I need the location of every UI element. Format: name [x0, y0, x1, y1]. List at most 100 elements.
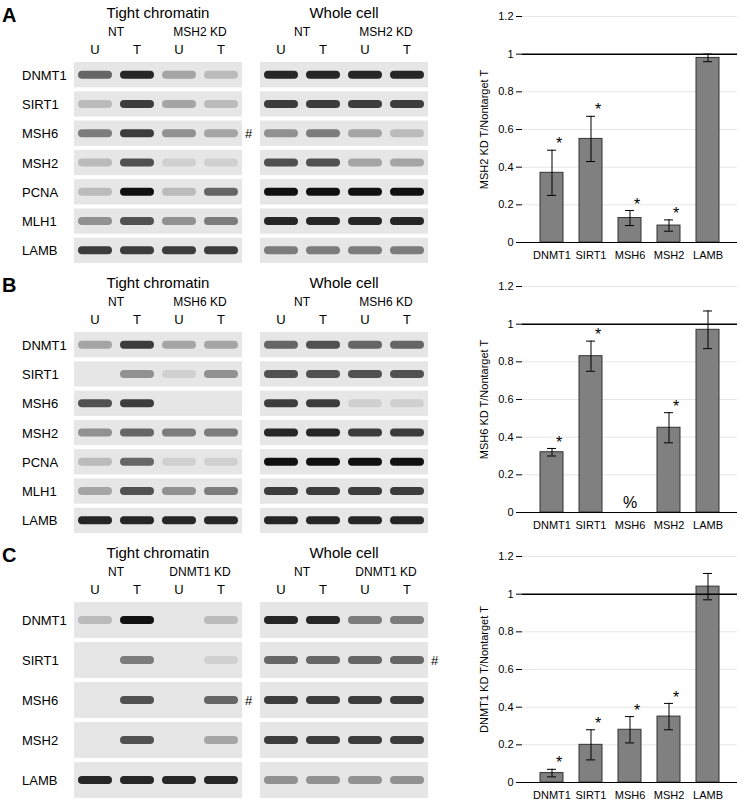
svg-text:SIRT1: SIRT1	[22, 367, 59, 382]
svg-text:MSH6 KD: MSH6 KD	[173, 295, 227, 309]
svg-text:*: *	[595, 715, 601, 732]
svg-text:*: *	[673, 689, 679, 706]
svg-text:LAMB: LAMB	[693, 519, 723, 531]
svg-text:T: T	[133, 42, 141, 57]
svg-text:LAMB: LAMB	[22, 513, 57, 528]
svg-text:U: U	[90, 582, 99, 597]
svg-text:NT: NT	[294, 25, 311, 39]
svg-text:0.8: 0.8	[498, 85, 513, 97]
svg-text:MSH2: MSH2	[22, 733, 58, 748]
svg-text:SIRT1: SIRT1	[22, 653, 59, 668]
svg-text:T: T	[403, 582, 411, 597]
svg-text:Tight chromatin: Tight chromatin	[107, 274, 210, 291]
svg-text:T: T	[217, 312, 225, 327]
svg-text:#: #	[245, 693, 253, 708]
svg-text:0.8: 0.8	[498, 625, 513, 637]
svg-text:DNMT1: DNMT1	[22, 68, 67, 83]
svg-text:*: *	[556, 135, 562, 152]
svg-text:0.4: 0.4	[498, 431, 513, 443]
svg-text:MSH2: MSH2	[654, 519, 685, 531]
svg-text:0.2: 0.2	[498, 738, 513, 750]
svg-text:T: T	[217, 42, 225, 57]
svg-text:U: U	[360, 42, 369, 57]
svg-text:U: U	[174, 312, 183, 327]
svg-text:PCNA: PCNA	[22, 185, 58, 200]
svg-text:#: #	[245, 126, 253, 141]
svg-text:DNMT1: DNMT1	[533, 789, 571, 801]
svg-text:DNMT1: DNMT1	[22, 613, 67, 628]
svg-text:DNMT1: DNMT1	[22, 338, 67, 353]
svg-text:MSH2 KD: MSH2 KD	[173, 25, 227, 39]
svg-text:LAMB: LAMB	[693, 249, 723, 261]
svg-text:MSH6: MSH6	[22, 693, 58, 708]
svg-text:Whole cell: Whole cell	[309, 4, 378, 21]
svg-text:0.6: 0.6	[498, 393, 513, 405]
svg-text:MSH6: MSH6	[22, 126, 58, 141]
svg-text:*: *	[673, 205, 679, 222]
svg-text:1.2: 1.2	[498, 10, 513, 22]
svg-text:U: U	[90, 312, 99, 327]
svg-text:Whole cell: Whole cell	[309, 274, 378, 291]
svg-text:SIRT1: SIRT1	[576, 789, 607, 801]
svg-text:0.2: 0.2	[498, 198, 513, 210]
svg-text:0.6: 0.6	[498, 663, 513, 675]
svg-text:SIRT1: SIRT1	[22, 97, 59, 112]
svg-text:0.2: 0.2	[498, 468, 513, 480]
svg-text:T: T	[319, 582, 327, 597]
svg-text:MSH6: MSH6	[615, 519, 646, 531]
svg-text:MSH2: MSH2	[22, 426, 58, 441]
svg-text:*: *	[673, 398, 679, 415]
svg-text:U: U	[174, 42, 183, 57]
svg-text:*: *	[556, 434, 562, 451]
svg-text:0: 0	[507, 236, 513, 248]
svg-text:LAMB: LAMB	[22, 773, 57, 788]
svg-text:*: *	[556, 754, 562, 771]
svg-text:DNMT1 KD: DNMT1 KD	[355, 565, 417, 579]
svg-text:%: %	[623, 494, 637, 511]
svg-text:MSH6: MSH6	[22, 396, 58, 411]
svg-text:U: U	[360, 312, 369, 327]
svg-text:1: 1	[507, 318, 513, 330]
svg-text:DNMT1: DNMT1	[533, 519, 571, 531]
svg-text:SIRT1: SIRT1	[576, 249, 607, 261]
svg-text:*: *	[595, 101, 601, 118]
svg-text:DNMT1 KD T/Nontarget T: DNMT1 KD T/Nontarget T	[478, 606, 490, 733]
svg-text:U: U	[276, 312, 285, 327]
svg-text:LAMB: LAMB	[22, 243, 57, 258]
svg-text:LAMB: LAMB	[693, 789, 723, 801]
svg-text:U: U	[174, 582, 183, 597]
svg-text:T: T	[319, 42, 327, 57]
svg-text:MLH1: MLH1	[22, 214, 57, 229]
svg-text:MSH2: MSH2	[22, 156, 58, 171]
svg-text:SIRT1: SIRT1	[576, 519, 607, 531]
svg-text:MSH6: MSH6	[615, 789, 646, 801]
svg-text:PCNA: PCNA	[22, 455, 58, 470]
svg-text:T: T	[319, 312, 327, 327]
svg-text:MSH2 KD: MSH2 KD	[359, 25, 413, 39]
svg-text:NT: NT	[108, 25, 125, 39]
svg-text:0.8: 0.8	[498, 355, 513, 367]
svg-text:0.4: 0.4	[498, 701, 513, 713]
svg-text:T: T	[217, 582, 225, 597]
svg-text:Whole cell: Whole cell	[309, 544, 378, 561]
svg-text:U: U	[276, 42, 285, 57]
svg-text:MSH6: MSH6	[615, 249, 646, 261]
svg-text:DNMT1 KD: DNMT1 KD	[169, 565, 231, 579]
svg-text:MSH2: MSH2	[654, 249, 685, 261]
svg-text:NT: NT	[108, 565, 125, 579]
svg-text:MSH2: MSH2	[654, 789, 685, 801]
svg-text:MLH1: MLH1	[22, 484, 57, 499]
svg-text:1.2: 1.2	[498, 280, 513, 292]
svg-text:U: U	[360, 582, 369, 597]
svg-text:T: T	[133, 312, 141, 327]
svg-text:T: T	[133, 582, 141, 597]
svg-text:U: U	[90, 42, 99, 57]
svg-text:MSH6 KD: MSH6 KD	[359, 295, 413, 309]
svg-text:*: *	[595, 326, 601, 343]
svg-text:NT: NT	[294, 565, 311, 579]
svg-text:NT: NT	[294, 295, 311, 309]
svg-text:Tight chromatin: Tight chromatin	[107, 544, 210, 561]
svg-text:MSH2 KD T/Nontarget T: MSH2 KD T/Nontarget T	[478, 70, 490, 190]
svg-text:1.2: 1.2	[498, 550, 513, 562]
svg-text:0.4: 0.4	[498, 161, 513, 173]
